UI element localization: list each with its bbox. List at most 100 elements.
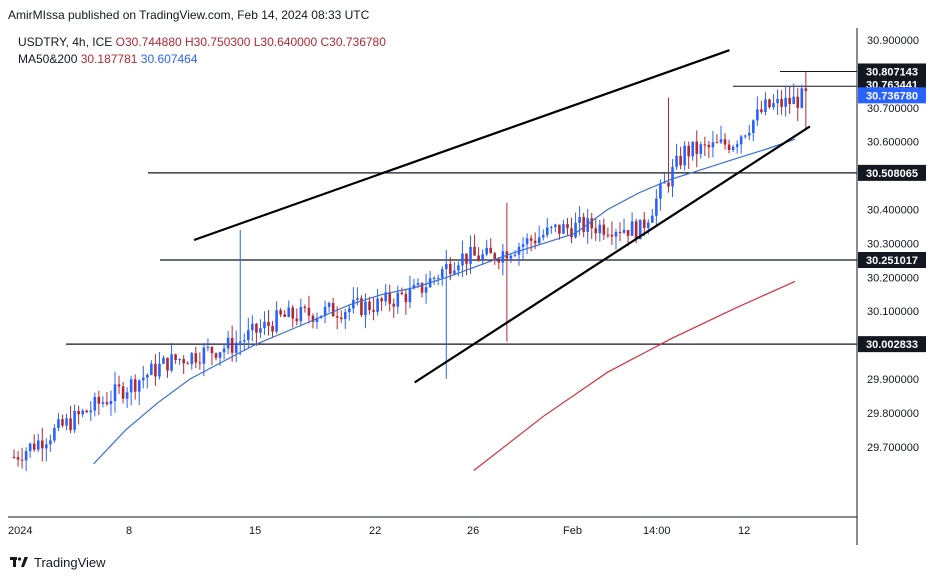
price-tag-label: 30.736780 bbox=[866, 90, 918, 102]
candle bbox=[198, 352, 202, 370]
ma-label: MA50&200 bbox=[18, 52, 78, 66]
candle bbox=[788, 85, 791, 114]
candle-body bbox=[45, 444, 48, 449]
symbol-label: USDTRY, 4h, ICE bbox=[18, 35, 113, 49]
candle-body bbox=[190, 353, 194, 365]
candle bbox=[210, 345, 214, 366]
candle bbox=[465, 253, 468, 276]
candle bbox=[234, 330, 238, 363]
candle-body bbox=[85, 410, 89, 413]
candle-body bbox=[525, 238, 529, 245]
candle bbox=[259, 319, 262, 339]
brand-label: TradingView bbox=[34, 555, 106, 570]
price-tag-label: 30.002833 bbox=[866, 339, 918, 351]
candle-body bbox=[396, 292, 400, 307]
candle bbox=[113, 371, 117, 413]
candle bbox=[295, 308, 299, 326]
candle bbox=[16, 451, 20, 467]
candle bbox=[570, 217, 573, 244]
candle-body bbox=[49, 440, 52, 445]
candle bbox=[28, 442, 32, 458]
candle bbox=[768, 98, 771, 109]
candle bbox=[69, 405, 72, 434]
candle bbox=[133, 374, 137, 400]
x-axis-ticks: 2024 8 15 22 26 Feb 14:00 12 bbox=[8, 525, 750, 537]
candle bbox=[247, 317, 250, 348]
candle bbox=[558, 224, 561, 240]
candle-body bbox=[436, 277, 440, 279]
candle-body bbox=[20, 459, 24, 461]
ma50-line bbox=[93, 138, 796, 465]
close-value: C30.736780 bbox=[320, 35, 386, 49]
candle-body bbox=[109, 400, 113, 405]
candle bbox=[343, 308, 347, 330]
candle bbox=[424, 273, 428, 304]
candle-body bbox=[646, 222, 650, 228]
candle-body bbox=[129, 379, 133, 393]
price-tag-box bbox=[858, 87, 926, 104]
candle-body bbox=[255, 323, 258, 333]
candle bbox=[477, 247, 480, 262]
candle bbox=[275, 301, 278, 334]
candle-body bbox=[226, 337, 230, 349]
candle-body bbox=[719, 139, 723, 143]
candle bbox=[73, 404, 76, 434]
candle bbox=[81, 408, 84, 418]
candle-body bbox=[420, 282, 424, 293]
candle bbox=[731, 144, 735, 152]
candle bbox=[800, 84, 804, 109]
candle bbox=[121, 382, 125, 404]
candle-body bbox=[315, 317, 319, 322]
candle bbox=[691, 141, 695, 161]
candle-body bbox=[166, 357, 169, 371]
candle-body bbox=[440, 269, 444, 278]
candle bbox=[457, 261, 460, 277]
candle-body bbox=[715, 142, 719, 144]
candle bbox=[719, 125, 723, 144]
candle-body bbox=[412, 284, 416, 289]
candle-body bbox=[295, 318, 299, 322]
candle bbox=[529, 234, 533, 252]
candle-body bbox=[335, 316, 339, 318]
candle-body bbox=[222, 348, 226, 353]
candle-body bbox=[457, 265, 460, 271]
candle bbox=[602, 218, 606, 240]
x-tick-label: 22 bbox=[369, 525, 381, 537]
candle-body bbox=[303, 306, 307, 308]
y-tick-label: 29.700000 bbox=[867, 442, 919, 454]
candle-body bbox=[125, 392, 129, 399]
candle-body bbox=[323, 306, 327, 316]
candle-body bbox=[513, 254, 517, 256]
candle-body bbox=[287, 307, 291, 317]
candle bbox=[392, 298, 396, 318]
candle-body bbox=[655, 198, 658, 216]
candle-body bbox=[194, 353, 198, 363]
candle bbox=[537, 225, 541, 245]
x-tick-label: 8 bbox=[126, 525, 132, 537]
candle-body bbox=[162, 357, 165, 364]
candle-body bbox=[626, 230, 630, 236]
legend-ma: MA50&200 30.187781 30.607464 bbox=[18, 52, 198, 66]
price-tag-box bbox=[858, 164, 926, 181]
candle bbox=[404, 288, 408, 315]
candle bbox=[509, 253, 513, 263]
candle-body bbox=[614, 232, 618, 237]
candle-body bbox=[360, 298, 363, 316]
candle-body bbox=[562, 224, 565, 234]
candle-body bbox=[671, 166, 674, 187]
candle-body bbox=[36, 440, 40, 450]
candle-body bbox=[158, 363, 161, 377]
candle-body bbox=[271, 325, 274, 332]
candle bbox=[137, 379, 141, 406]
candle bbox=[756, 96, 759, 126]
candle bbox=[784, 85, 787, 117]
candle bbox=[582, 212, 585, 238]
candle-body bbox=[178, 359, 181, 361]
candle-body bbox=[493, 253, 497, 261]
candle bbox=[49, 434, 52, 452]
candle bbox=[61, 414, 64, 428]
candle-body bbox=[659, 183, 662, 199]
candle-body bbox=[93, 396, 97, 411]
candle-body bbox=[489, 247, 493, 254]
